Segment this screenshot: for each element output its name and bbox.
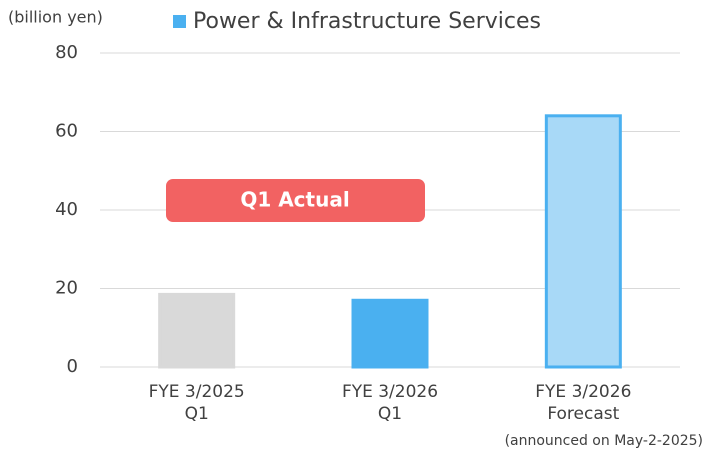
y-tick-label: 20 [55, 278, 78, 299]
x-tick-label: Q1 [185, 404, 209, 424]
y-tick-label: 80 [55, 42, 78, 63]
bar [158, 292, 236, 369]
legend-label: Power & Infrastructure Services [193, 9, 541, 34]
annotation: Q1 Actual [240, 188, 349, 212]
x-tick-label: Q1 [378, 404, 402, 424]
bar [351, 298, 429, 369]
y-tick-label: 40 [55, 199, 78, 220]
x-tick-label: Forecast [547, 404, 619, 424]
x-tick-label: FYE 3/2026 [342, 382, 438, 402]
legend-swatch [173, 15, 186, 28]
annotation-box [166, 179, 425, 222]
y-tick-label: 0 [67, 356, 78, 377]
bar [544, 114, 622, 369]
x-tick-label: FYE 3/2026 [535, 382, 631, 402]
y-axis-label: (billion yen) [8, 8, 103, 27]
y-tick-label: 60 [55, 121, 78, 142]
note: (announced on May-2-2025) [505, 433, 703, 449]
x-tick-label: FYE 3/2025 [149, 382, 245, 402]
